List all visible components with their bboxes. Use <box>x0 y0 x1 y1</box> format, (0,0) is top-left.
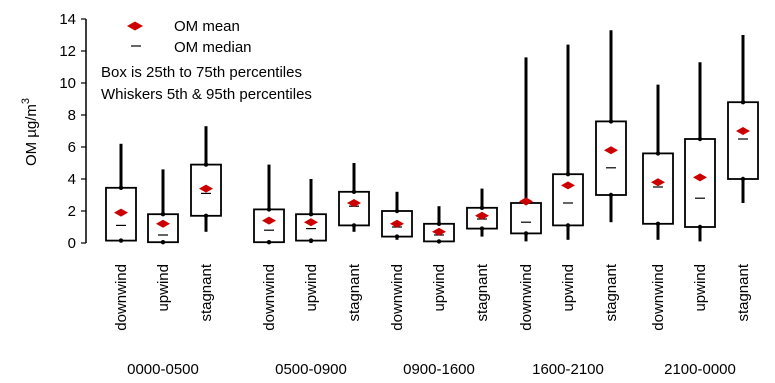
q1-dot <box>160 240 166 245</box>
mean-marker <box>651 178 665 187</box>
category-label: downwind <box>518 264 535 331</box>
iqr-box <box>727 101 759 180</box>
y-axis: 0 2 4 6 8 10 12 14 <box>59 11 87 252</box>
q3-dot <box>308 212 314 217</box>
y-tick-label: 14 <box>59 11 76 28</box>
iqr-box <box>595 120 627 196</box>
category-label: stagnant <box>346 263 363 321</box>
q3-dot <box>655 151 661 156</box>
legend-whisker-note: Whiskers 5th & 95th percentiles <box>101 86 312 103</box>
mean-marker <box>156 219 170 228</box>
y-tick-label: 6 <box>68 139 76 156</box>
q1-dot <box>118 238 124 243</box>
q1-dot <box>608 192 614 198</box>
iqr-box <box>147 213 179 244</box>
mean-marker <box>347 199 361 207</box>
q3-dot <box>608 119 614 124</box>
legend-median-label: OM median <box>174 39 252 56</box>
q1-dot <box>266 240 272 245</box>
y-tick-label: 0 <box>68 235 76 252</box>
category-label: upwind <box>560 264 577 312</box>
box-group: downwind upwind stagnant 1600-2100 <box>510 30 627 378</box>
category-label: upwind <box>303 264 320 312</box>
y-tick-label: 12 <box>59 43 76 60</box>
mean-marker <box>114 208 128 217</box>
q1-dot <box>655 221 661 226</box>
q3-dot <box>479 205 485 210</box>
q1-dot <box>308 238 314 243</box>
mean-marker <box>475 211 489 220</box>
box-group: downwind upwind stagnant 0500-0900 <box>253 163 370 378</box>
mean-marker <box>262 216 276 225</box>
q1-dot <box>394 234 400 239</box>
y-axis-label: OM µg/m <box>23 104 40 166</box>
q1-dot <box>203 213 209 218</box>
group-label: 0900-1600 <box>403 361 475 378</box>
category-label: upwind <box>692 264 709 312</box>
q3-dot <box>203 162 209 167</box>
iqr-box <box>510 202 542 235</box>
q1-dot <box>436 239 442 244</box>
q3-dot <box>436 221 442 226</box>
category-label: upwind <box>155 264 172 312</box>
y-tick-label: 2 <box>68 203 76 220</box>
q1-dot <box>740 176 746 182</box>
group-label: 0000-0500 <box>127 361 199 378</box>
legend: OM mean OM median Box is 25th to 75th pe… <box>101 18 312 103</box>
category-label: downwind <box>650 264 667 331</box>
q3-dot <box>160 212 166 217</box>
y-tick-label: 10 <box>59 75 76 92</box>
mean-marker <box>693 173 707 182</box>
category-label: stagnant <box>474 263 491 321</box>
group-label: 0500-0900 <box>275 361 347 378</box>
q3-dot <box>565 172 571 177</box>
iqr-box <box>684 138 716 228</box>
mean-marker <box>390 219 404 228</box>
box-group: downwind upwind stagnant 2100-0000 <box>642 35 759 378</box>
q3-dot <box>697 136 703 142</box>
category-label: downwind <box>261 264 278 331</box>
q1-dot <box>697 224 703 230</box>
category-label: stagnant <box>735 263 752 321</box>
plot-area: downwind upwind stagnant 0000-0500 downwind u… <box>105 30 759 378</box>
iqr-box <box>253 208 285 244</box>
mean-marker <box>199 184 213 193</box>
group-label: 2100-0000 <box>664 361 736 378</box>
q1-dot <box>523 231 529 236</box>
q1-dot <box>351 223 357 228</box>
q3-dot <box>266 207 272 212</box>
legend-box-note: Box is 25th to 75th percentiles <box>101 64 302 81</box>
legend-mean-marker <box>127 21 143 31</box>
q1-dot <box>479 226 485 231</box>
category-label: stagnant <box>603 263 620 321</box>
mean-marker <box>561 181 575 190</box>
mean-marker <box>432 227 446 236</box>
legend-mean-label: OM mean <box>174 18 240 35</box>
mean-marker <box>604 146 618 155</box>
y-axis-unit-superscript: 3 <box>20 98 32 104</box>
iqr-box <box>295 213 327 242</box>
q1-dot <box>565 223 571 228</box>
box-group: downwind upwind stagnant 0900-1600 <box>381 188 498 378</box>
q3-dot <box>351 189 357 194</box>
y-tick-label: 8 <box>68 107 76 124</box>
iqr-box <box>642 152 674 225</box>
mean-marker <box>304 218 318 227</box>
q3-dot <box>394 208 400 214</box>
mean-marker <box>736 127 750 135</box>
box-group: downwind upwind stagnant 0000-0500 <box>105 126 222 378</box>
y-tick-label: 4 <box>68 171 76 188</box>
category-label: downwind <box>113 264 130 331</box>
category-label: stagnant <box>198 263 215 321</box>
category-label: downwind <box>389 264 406 331</box>
iqr-box <box>381 210 413 238</box>
y-axis-title: OM µg/m3 <box>20 98 40 166</box>
mean-marker <box>519 197 533 206</box>
category-label: upwind <box>431 264 448 312</box>
q3-dot <box>740 100 746 105</box>
q3-dot <box>118 185 124 190</box>
iqr-box <box>338 190 370 227</box>
group-label: 1600-2100 <box>532 361 604 378</box>
